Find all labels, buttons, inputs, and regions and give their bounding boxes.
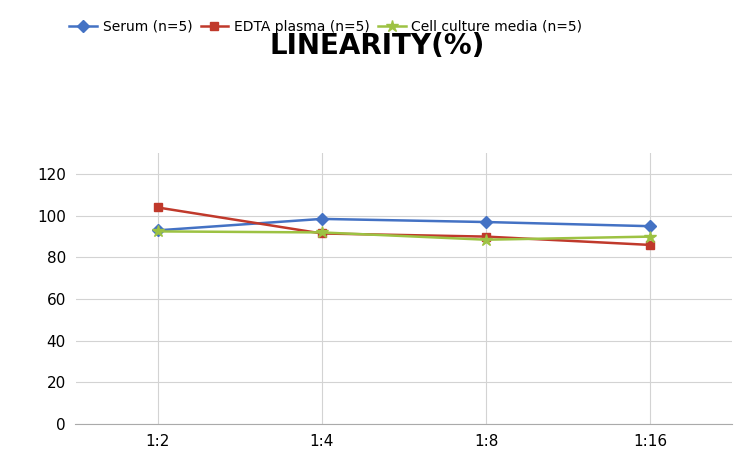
Cell culture media (n=5) (482, 237, 491, 243)
Line: EDTA plasma (n=5): EDTA plasma (n=5) (153, 203, 655, 249)
Line: Serum (n=5): Serum (n=5) (153, 215, 655, 235)
Legend: Serum (n=5), EDTA plasma (n=5), Cell culture media (n=5): Serum (n=5), EDTA plasma (n=5), Cell cul… (69, 19, 582, 33)
EDTA plasma (n=5) (646, 242, 655, 248)
Serum (n=5) (646, 224, 655, 229)
Serum (n=5) (317, 216, 326, 221)
Serum (n=5) (482, 219, 491, 225)
Cell culture media (n=5) (153, 229, 162, 234)
Cell culture media (n=5) (317, 230, 326, 235)
Line: Cell culture media (n=5): Cell culture media (n=5) (151, 225, 657, 246)
EDTA plasma (n=5) (482, 234, 491, 239)
EDTA plasma (n=5) (153, 205, 162, 210)
Serum (n=5) (153, 228, 162, 233)
Text: LINEARITY(%): LINEARITY(%) (270, 32, 485, 60)
EDTA plasma (n=5) (317, 231, 326, 236)
Cell culture media (n=5) (646, 234, 655, 239)
